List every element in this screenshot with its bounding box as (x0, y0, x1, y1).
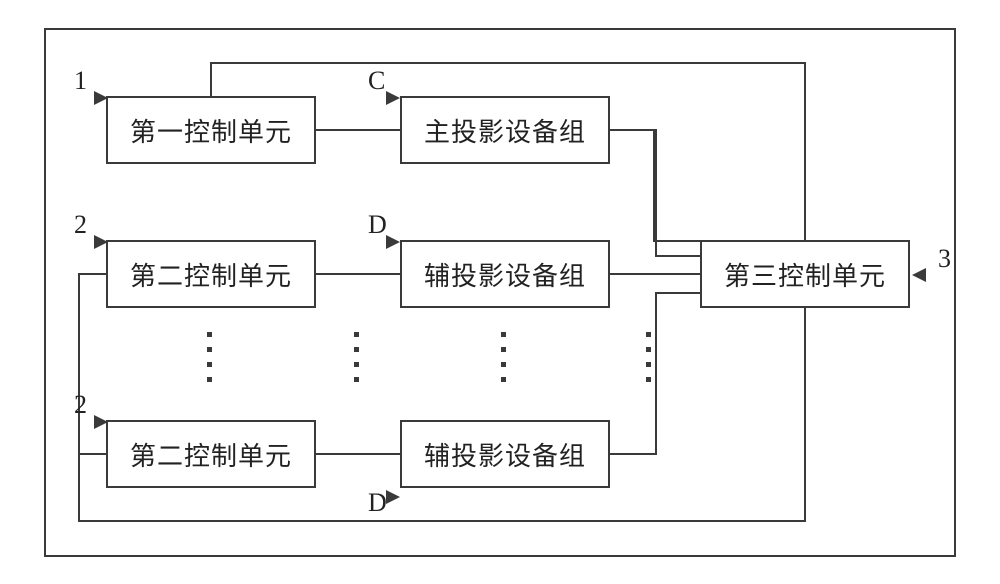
node-label: 第二控制单元 (130, 256, 292, 293)
edge-feedback-bottom (78, 520, 806, 522)
edge-feedback-bottom (804, 308, 806, 522)
edge (610, 273, 700, 275)
edge-feedback-top (210, 62, 212, 96)
label-2: 2 (74, 390, 87, 420)
node-label: 主投影设备组 (424, 112, 586, 149)
pointer-arrow-icon (94, 415, 108, 429)
edge (655, 255, 700, 257)
edge (316, 129, 400, 131)
edge-feedback-top (210, 62, 806, 64)
ellipsis-icon (499, 332, 507, 382)
edge (610, 129, 655, 131)
node-aux-projector-group-2: 辅投影设备组 (400, 420, 610, 488)
label-d: D (368, 488, 387, 518)
edge (653, 240, 700, 242)
ellipsis-icon (205, 332, 213, 382)
pointer-arrow-icon (912, 268, 926, 282)
node-second-control-unit-1: 第二控制单元 (106, 240, 316, 308)
edge-feedback-top (804, 62, 806, 240)
label-1: 1 (74, 66, 87, 96)
label-d: D (368, 210, 387, 240)
node-label: 辅投影设备组 (424, 256, 586, 293)
pointer-arrow-icon (386, 235, 400, 249)
edge (316, 273, 400, 275)
edge (655, 292, 657, 455)
ellipsis-icon (352, 332, 360, 382)
node-main-projector-group: 主投影设备组 (400, 96, 610, 164)
node-label: 第二控制单元 (130, 436, 292, 473)
node-second-control-unit-2: 第二控制单元 (106, 420, 316, 488)
diagram-canvas: 第一控制单元 主投影设备组 第二控制单元 辅投影设备组 第二控制单元 辅投影设备… (0, 0, 1000, 584)
node-label: 第一控制单元 (130, 112, 292, 149)
pointer-arrow-icon (94, 91, 108, 105)
node-first-control-unit: 第一控制单元 (106, 96, 316, 164)
edge-feedback-branch (78, 273, 106, 275)
edge (316, 453, 400, 455)
node-label: 辅投影设备组 (424, 436, 586, 473)
pointer-arrow-icon (386, 91, 400, 105)
label-3: 3 (938, 244, 951, 274)
edge (655, 129, 657, 257)
node-label: 第三控制单元 (724, 256, 886, 293)
node-aux-projector-group-1: 辅投影设备组 (400, 240, 610, 308)
label-c: C (368, 66, 385, 96)
edge (610, 453, 657, 455)
edge (655, 292, 700, 294)
node-third-control-unit: 第三控制单元 (700, 240, 910, 308)
edge-feedback-branch (78, 453, 106, 455)
ellipsis-icon (644, 332, 652, 382)
pointer-arrow-icon (94, 235, 108, 249)
pointer-arrow-icon (386, 490, 400, 504)
label-2: 2 (74, 210, 87, 240)
